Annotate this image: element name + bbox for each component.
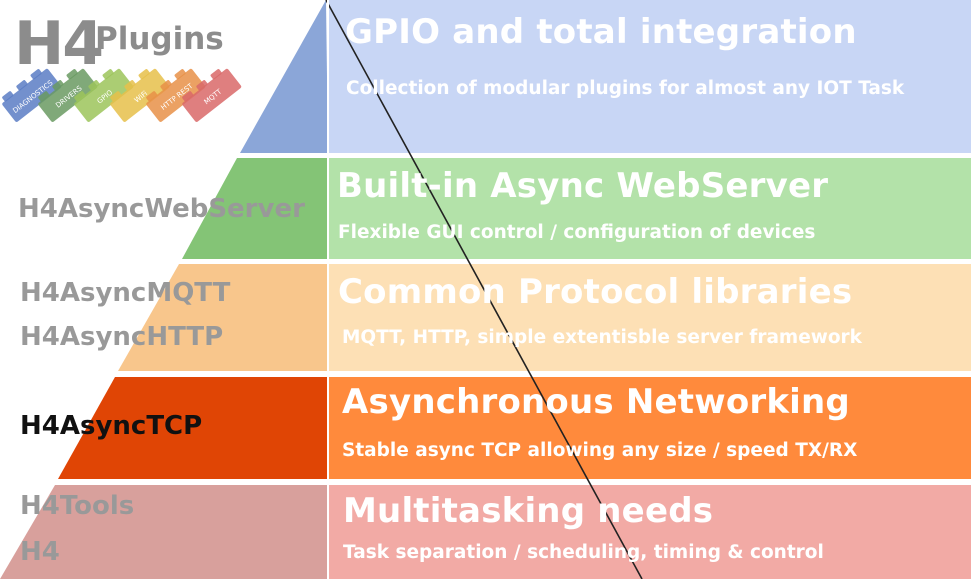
layer-title-plugins: GPIO and total integration [345, 12, 857, 52]
library-h4asyncmqtt: H4AsyncMQTT [20, 278, 231, 308]
pyramid-right-edge [325, 0, 643, 579]
logo-h4: H4 [14, 9, 104, 79]
library-h4tools: H4Tools [20, 491, 135, 521]
library-h4asyncwebserver: H4AsyncWebServer [18, 194, 305, 224]
layer-title-networking: Asynchronous Networking [342, 382, 850, 422]
pyramid-tier-networking [58, 377, 328, 479]
band-protocols [328, 264, 971, 371]
band-webserver [328, 158, 971, 259]
layer-desc-networking: Stable async TCP allowing any size / spe… [342, 440, 858, 461]
logo-plugins: Plugins [95, 21, 224, 57]
band-networking [328, 377, 971, 479]
layer-title-webserver: Built-in Async WebServer [337, 166, 829, 206]
logo-brick: DIAGNOSTICS [2, 68, 62, 122]
logo-brick: MQTT [182, 68, 242, 122]
library-h4: H4 [20, 537, 60, 567]
logo-brick: WiFi [110, 68, 170, 122]
logo-bricks: DIAGNOSTICS DRIVERS GPIO WiFi HTTP REST MQTT [2, 68, 242, 122]
library-h4asynctcp: H4AsyncTCP [20, 411, 203, 441]
logo-brick: DRIVERS [38, 68, 98, 122]
logo-brick: GPIO [74, 68, 134, 122]
pyramid-tier-plugins [240, 0, 328, 153]
pyramid-tier-protocols [118, 264, 328, 371]
layer-desc-webserver: Flexible GUI control / configuration of … [338, 222, 816, 243]
library-h4asynchttp: H4AsyncHTTP [20, 322, 224, 352]
layer-desc-multitasking: Task separation / scheduling, timing & c… [343, 542, 824, 563]
layer-desc-plugins: Collection of modular plugins for almost… [346, 78, 905, 99]
layer-title-multitasking: Multitasking needs [343, 491, 714, 531]
pyramid-tier-webserver [182, 158, 328, 259]
layer-title-protocols: Common Protocol libraries [338, 272, 853, 312]
band-multitasking [328, 485, 971, 579]
pyramid-tier-multitasking [0, 485, 328, 579]
layer-desc-protocols: MQTT, HTTP, simple extentisble server fr… [342, 327, 862, 348]
band-plugins [328, 0, 971, 153]
